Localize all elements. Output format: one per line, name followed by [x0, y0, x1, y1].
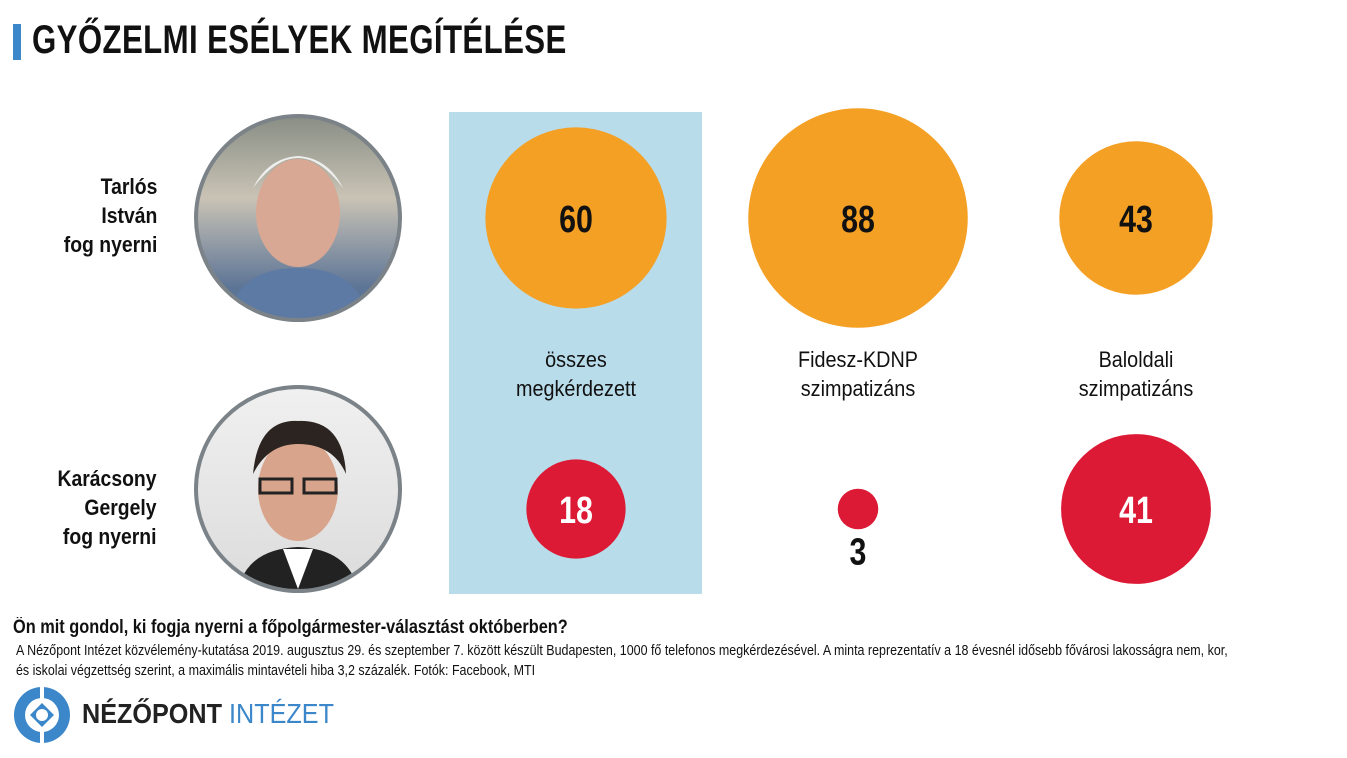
bubble-value-label: 43 — [1119, 199, 1153, 241]
bubble-karacsony-2 — [1061, 434, 1211, 584]
bubble-value-label: 88 — [841, 199, 875, 241]
category-label-all: összes megkérdezett — [468, 345, 684, 403]
candidate-label-karacsony: Karácsony Gergely fog nyerni — [58, 464, 157, 551]
bubble-value-label: 41 — [1119, 490, 1153, 532]
bubble-karacsony-0 — [526, 459, 626, 559]
category-line: megkérdezett — [516, 376, 636, 401]
logo-text: NÉZŐPONT INTÉZET — [82, 698, 334, 730]
label-line: István — [101, 203, 157, 228]
bubble-value-label: 3 — [850, 531, 867, 573]
page-title: GYŐZELMI ESÉLYEK MEGÍTÉLÉSE — [32, 18, 567, 62]
category-line: összes — [545, 347, 607, 372]
bubble-tarlos-0 — [485, 127, 667, 309]
category-label-fidesz: Fidesz-KDNP szimpatizáns — [750, 345, 966, 403]
label-line: Karácsony — [57, 466, 157, 491]
bubble-karacsony-1 — [837, 488, 879, 530]
note-line: A Nézőpont Intézet közvélemény-kutatása … — [16, 643, 1228, 659]
category-line: szimpatizáns — [800, 376, 916, 401]
label-line: Gergely — [84, 495, 157, 520]
category-line: Baloldali — [1098, 347, 1174, 372]
label-line: Tarlós — [100, 174, 157, 199]
survey-question: Ön mit gondol, ki fogja nyerni a főpolgá… — [13, 617, 568, 638]
title-accent-bar — [13, 24, 21, 60]
label-line: fog nyerni — [63, 524, 157, 549]
logo-word-2: INTÉZET — [229, 698, 335, 729]
candidate-label-tarlos: Tarlós István fog nyerni — [63, 172, 157, 259]
logo-word-1: NÉZŐPONT — [82, 698, 223, 729]
label-line: fog nyerni — [63, 232, 157, 257]
nezopont-logo-icon — [14, 687, 70, 743]
bubble-tarlos-2 — [1059, 141, 1213, 295]
note-line: és iskolai végzettség szerint, a maximál… — [16, 663, 536, 679]
category-line: Fidesz-KDNP — [798, 347, 918, 372]
category-label-left: Baloldali szimpatizáns — [1028, 345, 1244, 403]
methodology-note: A Nézőpont Intézet közvélemény-kutatása … — [16, 641, 1306, 681]
bubble-tarlos-1 — [748, 108, 968, 328]
photo-tarlos — [194, 114, 402, 322]
photo-karacsony — [194, 385, 402, 593]
bubble-value-label: 60 — [559, 199, 593, 241]
bubble-value-label: 18 — [559, 490, 593, 532]
category-line: szimpatizáns — [1078, 376, 1194, 401]
